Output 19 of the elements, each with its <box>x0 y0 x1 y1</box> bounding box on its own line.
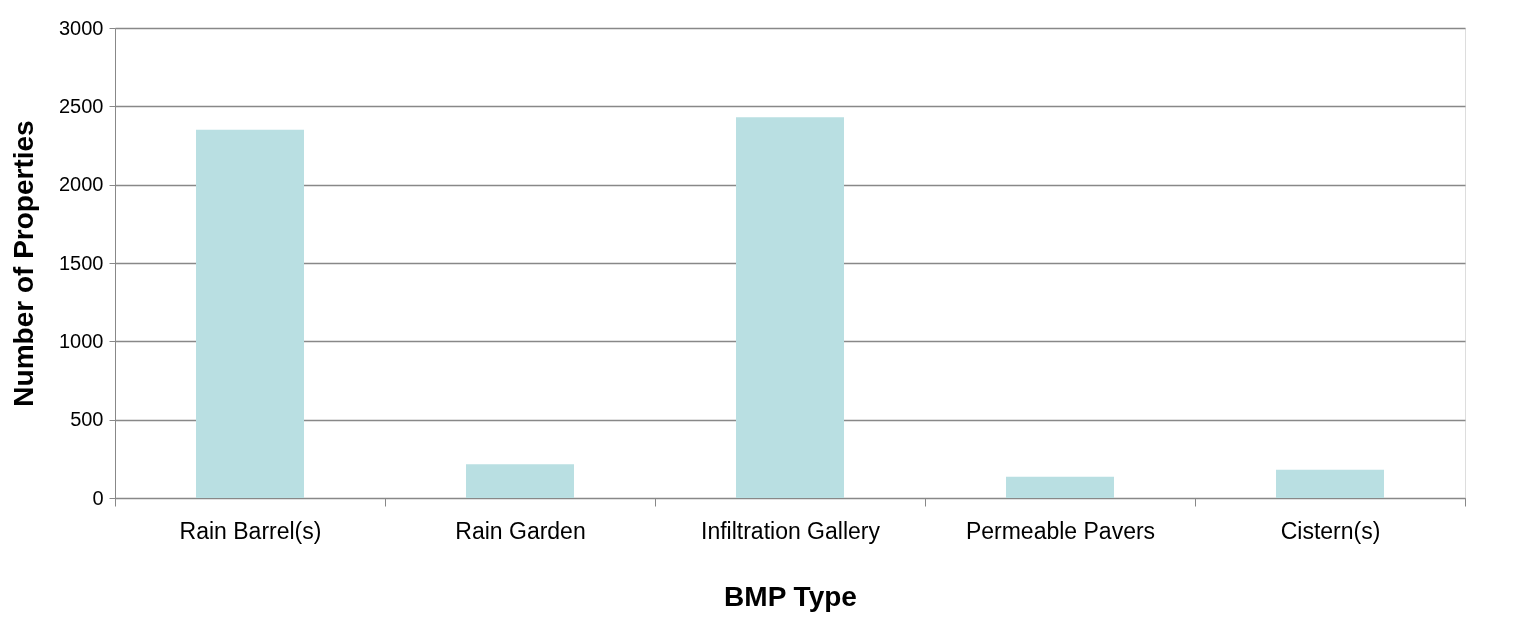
y-tick-label: 1000 <box>59 329 104 352</box>
x-tick-label: Rain Barrel(s) <box>179 517 322 544</box>
y-tick-label: 1500 <box>59 251 104 274</box>
bar <box>736 117 844 498</box>
bar <box>1006 476 1114 498</box>
y-tick-label: 3000 <box>59 16 104 39</box>
x-tick-label: Permeable Pavers <box>965 517 1156 544</box>
y-tick-label: 2000 <box>59 173 104 196</box>
x-tick-label: Infiltration Gallery <box>701 517 881 544</box>
y-tick-label: 2500 <box>59 94 104 117</box>
x-tick-label: Cistern(s) <box>1280 517 1381 544</box>
x-axis-title: BMP Type <box>724 580 857 612</box>
bar <box>196 129 304 498</box>
x-tick-label: Rain Garden <box>455 517 586 544</box>
bar <box>466 464 574 498</box>
y-axis-title: Number of Properties <box>8 120 40 407</box>
bar <box>1276 469 1384 498</box>
y-tick-label: 0 <box>92 486 104 509</box>
y-tick-label: 500 <box>70 408 104 431</box>
